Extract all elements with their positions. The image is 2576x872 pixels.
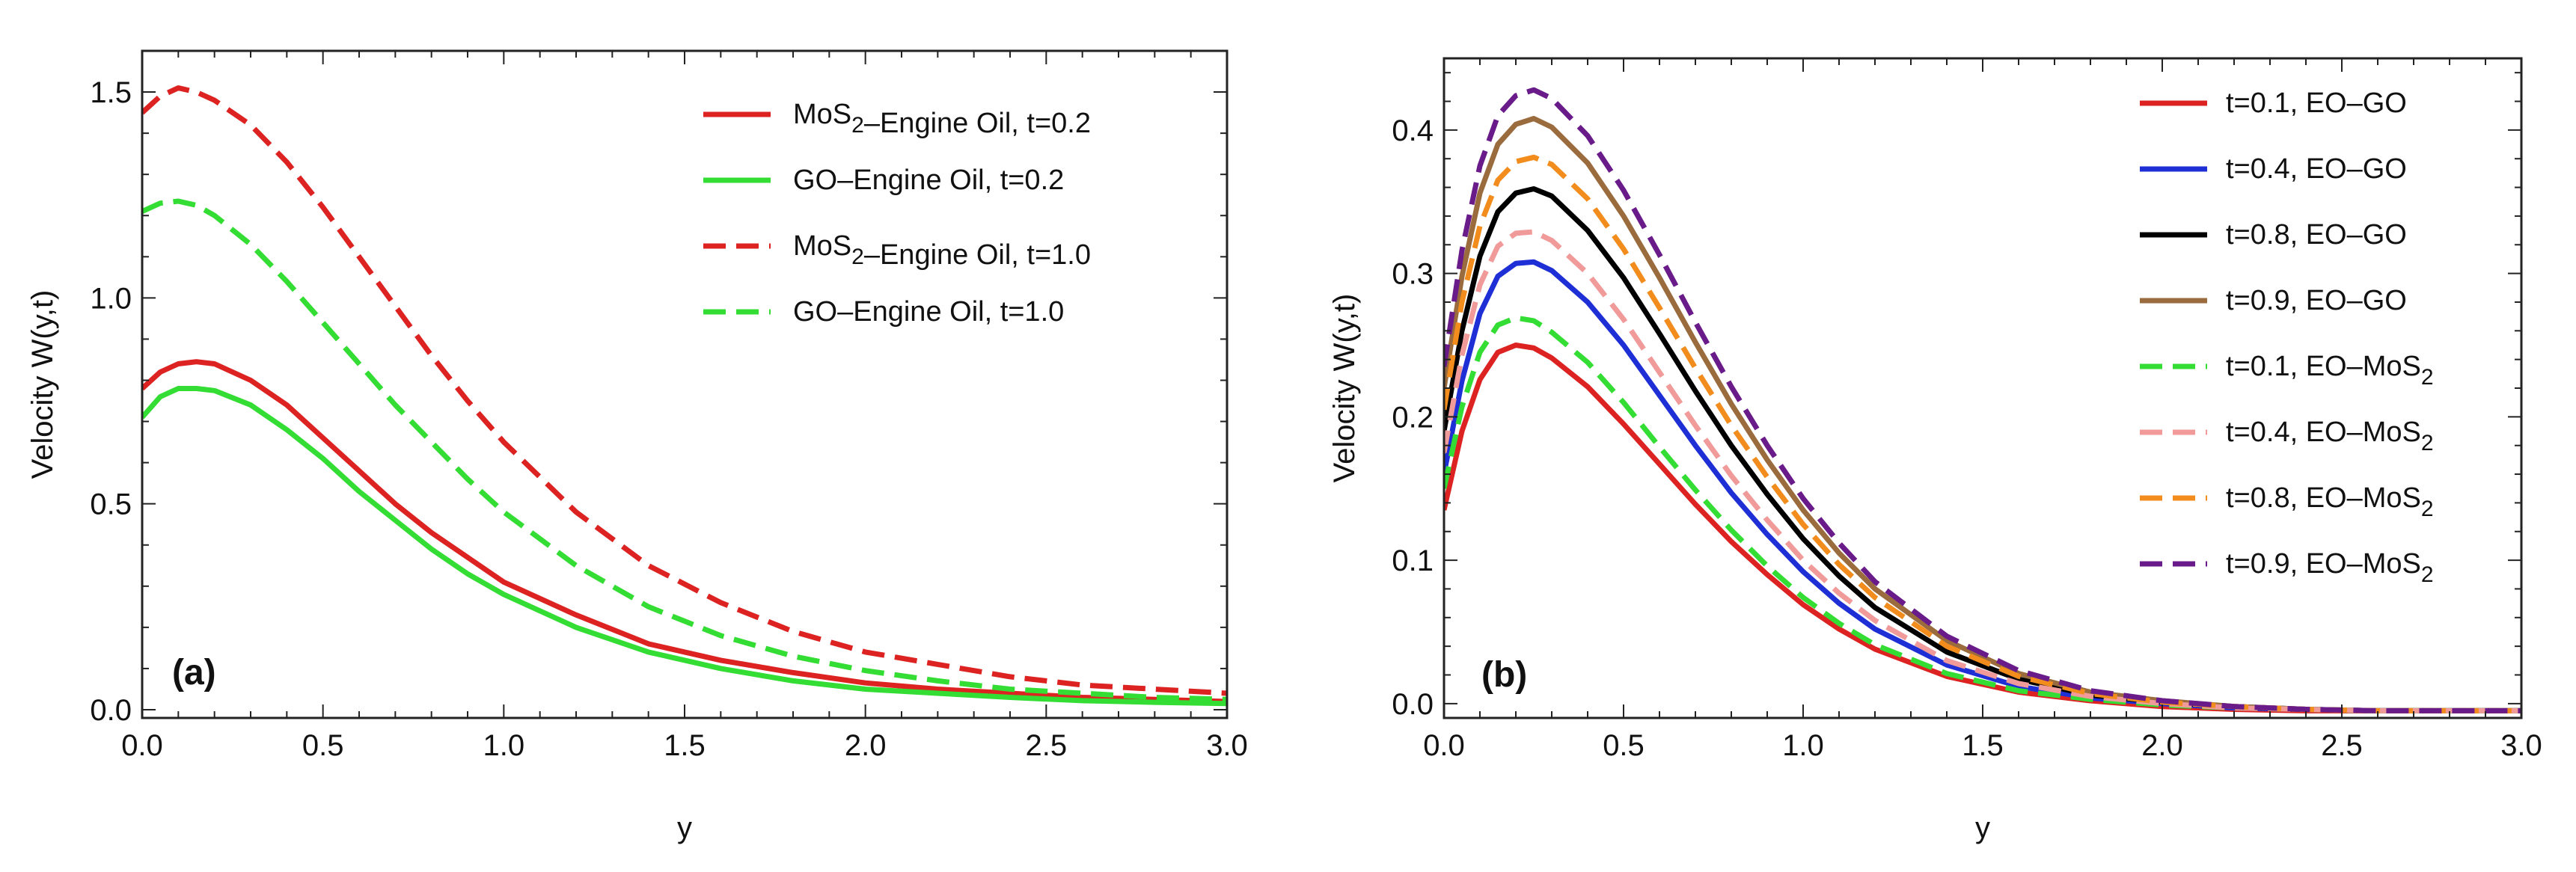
legend-entry: t=0.8, EO–MoS2 <box>2226 482 2434 521</box>
x-tick-label: 2.5 <box>1026 729 1068 762</box>
x-axis-label: y <box>1975 811 1990 844</box>
x-tick-label: 0.0 <box>1423 729 1465 762</box>
y-tick-label: 0.1 <box>1392 544 1434 577</box>
series-line-1 <box>142 359 1227 704</box>
x-tick-label: 3.0 <box>2500 729 2542 762</box>
x-tick-label: 2.0 <box>845 729 887 762</box>
legend: t=0.1, EO–GO t=0.4, EO–GO t=0.8, EO–GO t=0.… <box>2140 87 2434 587</box>
legend: MoS2–Engine Oil, t=0.2 GO–Engine Oil, t=0… <box>703 99 1091 328</box>
y-axis-label: Velocity W(y,t) <box>1328 294 1361 483</box>
series-line-8 <box>1444 87 2521 713</box>
series-line-6 <box>1444 229 2521 713</box>
legend-entry: t=0.9, EO–GO <box>2226 285 2407 316</box>
chart-panel-a: 0.0 0.5 1.0 1.5 2.0 2.5 3.0 0.0 0.5 1.0 1.5 y Veloci… <box>26 49 1248 844</box>
legend-entry: t=0.9, EO–MoS2 <box>2226 548 2434 587</box>
plot-frame <box>141 49 1229 719</box>
legend-entry: MoS2–Engine Oil, t=0.2 <box>793 99 1091 139</box>
y-axis-label: Velocity W(y,t) <box>26 290 59 479</box>
x-tick-label: 2.0 <box>2141 729 2183 762</box>
series-line-4 <box>1444 116 2521 713</box>
y-tick-label: 0.2 <box>1392 401 1434 434</box>
x-tick-label: 1.5 <box>1962 729 2004 762</box>
y-tick-label: 1.5 <box>90 76 132 109</box>
y-tick-label: 0.5 <box>90 488 132 521</box>
x-tick-label: 3.0 <box>1206 729 1248 762</box>
legend-entry: t=0.1, EO–MoS2 <box>2226 351 2434 390</box>
y-tick-label: 0.0 <box>90 694 132 727</box>
y-tick-label: 0.4 <box>1392 114 1434 147</box>
series-line-2 <box>142 386 1227 707</box>
x-tick-label: 0.5 <box>302 729 344 762</box>
x-tick-label: 1.0 <box>1782 729 1824 762</box>
chart-panel-b: 0.0 0.5 1.0 1.5 2.0 2.5 3.0 0.0 0.1 0.2 0.3 0.4 y Vel… <box>1328 57 2542 844</box>
series-line-3 <box>142 85 1227 696</box>
legend-entry: GO–Engine Oil, t=0.2 <box>793 165 1064 196</box>
panel-tag: (b) <box>1481 655 1527 695</box>
y-tick-label: 1.0 <box>90 282 132 315</box>
series-line-3 <box>1444 186 2521 713</box>
x-tick-label: 0.5 <box>1603 729 1645 762</box>
legend-entry: t=0.4, EO–MoS2 <box>2226 417 2434 455</box>
x-tick-label: 0.0 <box>121 729 163 762</box>
panel-tag: (a) <box>172 653 216 693</box>
legend-entry: GO–Engine Oil, t=1.0 <box>793 296 1064 328</box>
series-line-4 <box>142 198 1227 702</box>
x-tick-label: 2.5 <box>2321 729 2363 762</box>
x-tick-label: 1.5 <box>664 729 706 762</box>
legend-entry: MoS2–Engine Oil, t=1.0 <box>793 230 1091 271</box>
y-tick-label: 0.3 <box>1392 258 1434 291</box>
x-axis-label: y <box>677 811 692 844</box>
legend-entry: t=0.8, EO–GO <box>2226 219 2407 251</box>
x-tick-label: 1.0 <box>483 729 525 762</box>
legend-entry: t=0.1, EO–GO <box>2226 87 2407 119</box>
y-tick-label: 0.0 <box>1392 688 1434 721</box>
legend-entry: t=0.4, EO–GO <box>2226 153 2407 185</box>
